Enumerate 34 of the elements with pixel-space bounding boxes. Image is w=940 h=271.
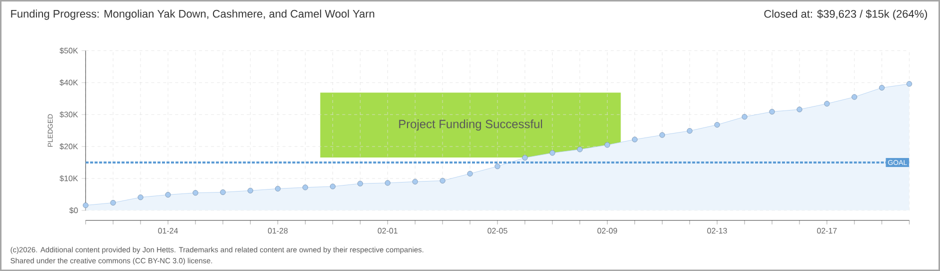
point (659, 132, 665, 138)
point (440, 178, 446, 184)
point (412, 178, 418, 184)
point (852, 94, 858, 100)
point (824, 100, 830, 106)
point (494, 163, 500, 170)
point (550, 150, 556, 156)
point (714, 122, 720, 128)
point (82, 202, 88, 208)
annotation: Project Funding Successful (399, 119, 542, 131)
point (275, 186, 281, 192)
point (165, 192, 171, 198)
point (604, 142, 610, 148)
point (384, 180, 390, 186)
chart-title: Funding Progress: Mongolian Yak Down, Cashmere, and Camel Wool Yarn (11, 10, 374, 20)
point (577, 146, 583, 152)
point (879, 84, 885, 90)
point (686, 128, 692, 134)
point (220, 189, 226, 195)
point (522, 154, 528, 160)
point (192, 190, 198, 196)
point (357, 180, 363, 186)
point (906, 81, 912, 87)
point (769, 108, 775, 114)
point (796, 106, 802, 112)
point (138, 194, 144, 200)
point (248, 188, 254, 194)
point (632, 136, 638, 142)
point (110, 200, 116, 206)
point (467, 170, 473, 176)
point (302, 184, 308, 190)
point (330, 184, 336, 190)
chart-subtitle: Closed at: $39,623 / $15k (264%) (764, 10, 928, 20)
point (742, 114, 748, 120)
